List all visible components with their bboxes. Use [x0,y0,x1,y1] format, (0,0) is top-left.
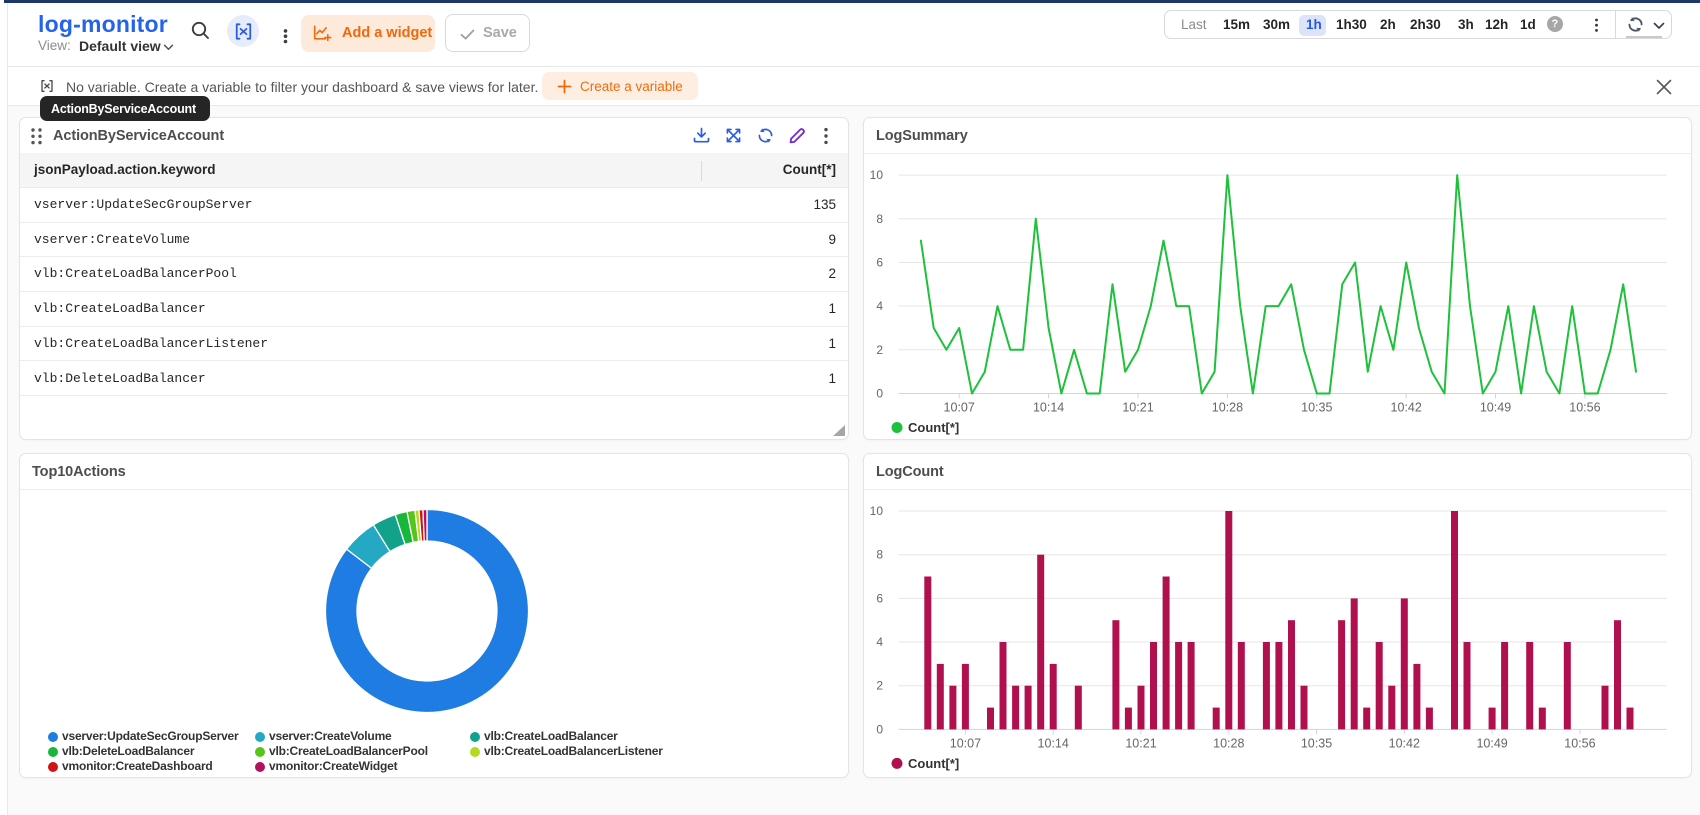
svg-text:0: 0 [876,387,883,401]
svg-text:10:21: 10:21 [1122,401,1153,415]
svg-text:10:14: 10:14 [1038,736,1069,750]
svg-text:10:35: 10:35 [1301,401,1332,415]
svg-text:4: 4 [876,299,883,313]
svg-text:8: 8 [876,548,883,562]
svg-text:2: 2 [876,679,883,693]
svg-text:10: 10 [870,504,884,518]
svg-text:10:49: 10:49 [1480,401,1511,415]
svg-text:10:21: 10:21 [1125,736,1156,750]
svg-text:2: 2 [876,343,883,357]
svg-text:10:56: 10:56 [1564,736,1595,750]
svg-text:10:42: 10:42 [1389,736,1420,750]
svg-text:0: 0 [876,722,883,736]
svg-text:10:14: 10:14 [1033,401,1064,415]
svg-text:10:49: 10:49 [1476,736,1507,750]
svg-text:10:42: 10:42 [1391,401,1422,415]
svg-text:6: 6 [876,256,883,270]
svg-text:10:28: 10:28 [1212,401,1243,415]
svg-text:Count[*]: Count[*] [908,756,959,771]
svg-text:8: 8 [876,212,883,226]
svg-text:Count[*]: Count[*] [908,420,959,435]
svg-text:10: 10 [870,168,884,182]
svg-text:10:07: 10:07 [944,401,975,415]
svg-text:10:28: 10:28 [1213,736,1244,750]
svg-text:4: 4 [876,635,883,649]
svg-text:10:56: 10:56 [1569,401,1600,415]
svg-text:6: 6 [876,591,883,605]
svg-text:10:35: 10:35 [1301,736,1332,750]
svg-text:10:07: 10:07 [950,736,981,750]
